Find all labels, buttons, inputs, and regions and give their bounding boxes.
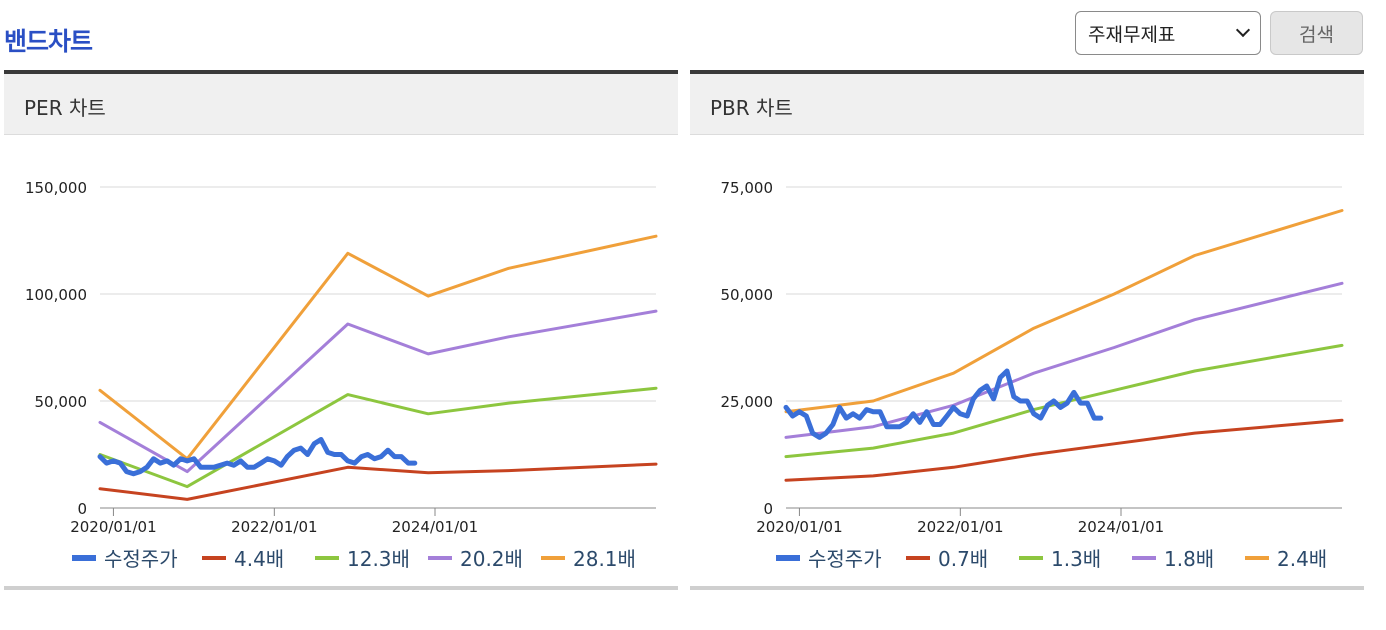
legend-label: 수정주가 bbox=[808, 547, 882, 571]
pbr-chart-panel: PBR 차트 0 25,000 50,000 75,000 2020/01/01 2022… bbox=[690, 70, 1364, 590]
y-tick-label: 75,000 bbox=[721, 179, 774, 197]
panel-bottom-border bbox=[690, 586, 1364, 590]
legend-label: 2.4배 bbox=[1277, 547, 1327, 571]
x-tick-label: 2020/01/01 bbox=[756, 518, 842, 536]
panel-top-border bbox=[4, 70, 678, 74]
x-tick-label: 2022/01/01 bbox=[917, 518, 1003, 536]
legend-label: 1.3배 bbox=[1051, 547, 1101, 571]
per-chart-panel: PER 차트 0 50,000 100,000 150,000 2020/01/01 20… bbox=[4, 70, 678, 590]
y-tick-label: 150,000 bbox=[25, 179, 87, 197]
x-tick-label: 2024/01/01 bbox=[392, 518, 478, 536]
page-title: 밴드차트 bbox=[4, 27, 93, 56]
legend-label: 4.4배 bbox=[234, 547, 284, 571]
panel-header: PER 차트 bbox=[4, 74, 678, 135]
band-line bbox=[98, 386, 658, 489]
legend-label: 12.3배 bbox=[347, 547, 410, 571]
select-value: 주재무제표 bbox=[1088, 23, 1176, 46]
legend-label: 0.7배 bbox=[938, 547, 988, 571]
y-tick-label: 50,000 bbox=[35, 393, 88, 411]
legend-label: 28.1배 bbox=[573, 547, 636, 571]
panel-title: PBR 차트 bbox=[710, 96, 793, 120]
x-tick-label: 2020/01/01 bbox=[70, 518, 156, 536]
panel-top-border bbox=[690, 70, 1364, 74]
band-line bbox=[98, 309, 658, 474]
band-line bbox=[784, 418, 1344, 482]
band-line bbox=[98, 462, 658, 501]
panel-title: PER 차트 bbox=[24, 96, 106, 120]
x-tick-label: 2022/01/01 bbox=[231, 518, 317, 536]
legend-label: 20.2배 bbox=[460, 547, 523, 571]
price-line bbox=[97, 437, 418, 477]
y-tick-label: 50,000 bbox=[721, 286, 774, 304]
legend-label: 1.8배 bbox=[1164, 547, 1214, 571]
y-tick-label: 25,000 bbox=[721, 393, 774, 411]
per-chart: 0 50,000 100,000 150,000 2020/01/01 2022/01/0… bbox=[25, 179, 658, 571]
panel-bottom-border bbox=[4, 586, 678, 590]
chevron-down-icon bbox=[1235, 22, 1251, 38]
panel-header: PBR 차트 bbox=[690, 74, 1364, 135]
y-tick-label: 0 bbox=[763, 500, 773, 518]
search-button[interactable]: 검색 bbox=[1270, 11, 1363, 55]
y-tick-label: 100,000 bbox=[25, 286, 87, 304]
statement-type-select[interactable]: 주재무제표 bbox=[1075, 11, 1261, 55]
price-line bbox=[783, 368, 1104, 440]
y-tick-label: 0 bbox=[77, 500, 87, 518]
pbr-chart: 0 25,000 50,000 75,000 2020/01/01 2022/01/01 2… bbox=[721, 179, 1344, 571]
band-line bbox=[784, 209, 1344, 414]
legend-label: 수정주가 bbox=[104, 547, 178, 571]
x-tick-label: 2024/01/01 bbox=[1078, 518, 1164, 536]
band-line bbox=[98, 234, 658, 461]
band-line bbox=[784, 281, 1344, 439]
